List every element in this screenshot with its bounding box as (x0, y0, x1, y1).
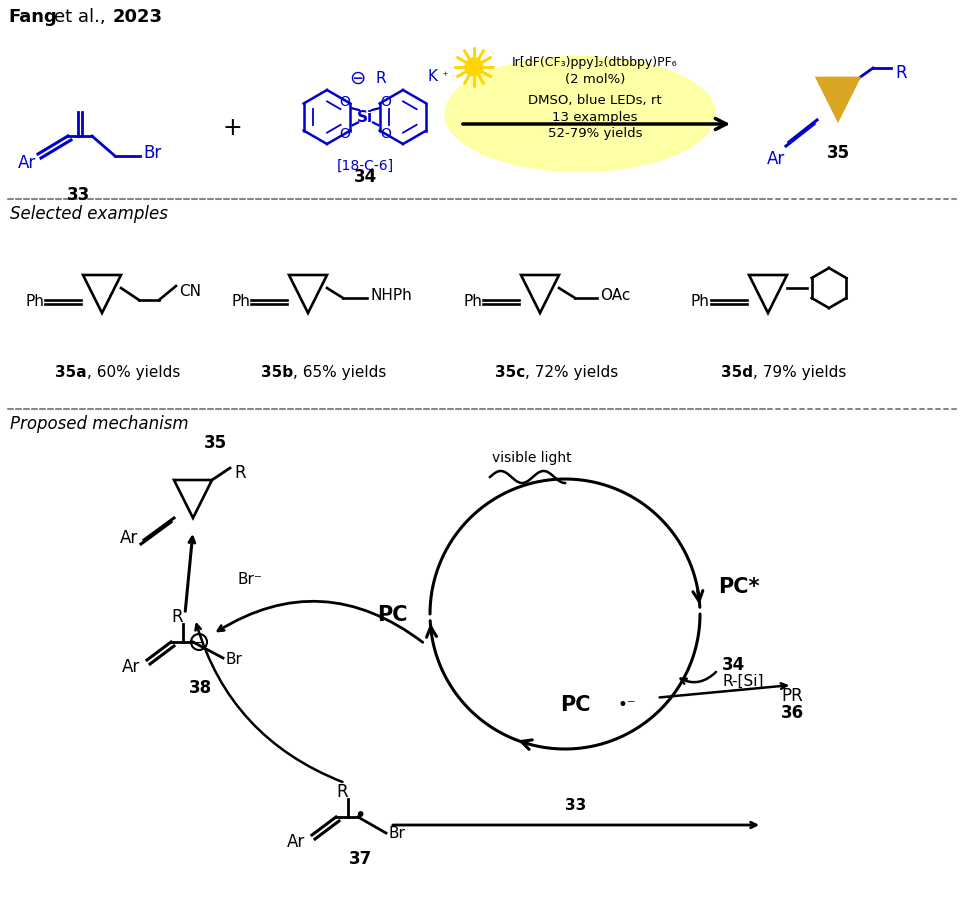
Text: CN: CN (179, 283, 201, 298)
Text: Ar: Ar (120, 528, 139, 547)
Text: Ar: Ar (18, 154, 37, 172)
Text: ⊖: ⊖ (349, 68, 365, 87)
Text: 13 examples: 13 examples (552, 110, 638, 123)
Text: Ph: Ph (691, 293, 710, 308)
Text: (2 mol%): (2 mol%) (565, 72, 625, 86)
Text: 37: 37 (349, 849, 372, 867)
Text: Ar: Ar (767, 149, 785, 168)
Text: O: O (340, 95, 351, 109)
Text: R: R (375, 70, 385, 86)
Text: +: + (222, 116, 242, 140)
Text: NHPh: NHPh (370, 287, 412, 302)
Text: Proposed mechanism: Proposed mechanism (10, 415, 189, 433)
Text: 34: 34 (722, 655, 745, 673)
Text: et al.,: et al., (54, 8, 112, 26)
Polygon shape (817, 79, 859, 121)
Text: , 65% yields: , 65% yields (293, 364, 386, 379)
Text: 36: 36 (780, 703, 803, 722)
Text: Br: Br (143, 144, 161, 162)
Text: Si: Si (357, 109, 373, 125)
Text: R-[Si]: R-[Si] (722, 672, 764, 688)
Text: R: R (171, 608, 183, 625)
Text: R: R (336, 783, 348, 800)
Text: 34: 34 (353, 168, 377, 186)
Text: Selected examples: Selected examples (10, 205, 168, 223)
Text: Ph: Ph (463, 293, 482, 308)
Text: , 60% yields: , 60% yields (87, 364, 180, 379)
Text: Br: Br (225, 650, 242, 666)
Text: •⁻: •⁻ (617, 695, 636, 713)
Text: DMSO, blue LEDs, rt: DMSO, blue LEDs, rt (528, 94, 662, 107)
Ellipse shape (445, 57, 715, 172)
Text: ṖR: ṖR (781, 686, 803, 704)
Text: 2023: 2023 (113, 8, 163, 26)
Text: Ph: Ph (231, 293, 249, 308)
Text: 35: 35 (826, 144, 849, 162)
Text: 38: 38 (189, 679, 212, 696)
Text: Ir[dF(CF₃)ppy]₂(dtbbpy)PF₆: Ir[dF(CF₃)ppy]₂(dtbbpy)PF₆ (512, 56, 678, 68)
Text: ⁺: ⁺ (441, 69, 448, 82)
Text: 52-79% yields: 52-79% yields (548, 127, 642, 139)
Text: Ar: Ar (287, 832, 305, 850)
Text: Ph: Ph (25, 293, 44, 308)
Text: K: K (427, 68, 437, 84)
Text: 33: 33 (66, 186, 90, 204)
Text: O: O (380, 95, 391, 109)
Text: 35c: 35c (495, 364, 525, 379)
Text: visible light: visible light (492, 451, 572, 465)
Text: Br: Br (388, 825, 404, 841)
Text: 35b: 35b (261, 364, 293, 379)
Text: PC*: PC* (718, 577, 760, 597)
Text: R: R (234, 464, 246, 482)
Text: , 79% yields: , 79% yields (753, 364, 846, 379)
Text: Ar: Ar (122, 657, 141, 675)
Text: , 72% yields: , 72% yields (525, 364, 618, 379)
Circle shape (465, 59, 483, 77)
Text: O: O (340, 127, 351, 141)
Text: R: R (895, 64, 906, 82)
Text: Fang: Fang (8, 8, 57, 26)
Text: •: • (354, 805, 366, 824)
Text: OAc: OAc (600, 287, 631, 302)
Text: Br⁻: Br⁻ (237, 572, 262, 587)
Text: 35d: 35d (721, 364, 753, 379)
Text: 35: 35 (203, 434, 226, 452)
Text: 33: 33 (565, 797, 586, 812)
Text: 35a: 35a (56, 364, 87, 379)
Text: PC: PC (377, 604, 408, 624)
Text: −: − (194, 636, 204, 649)
Text: [18-C-6]: [18-C-6] (336, 159, 394, 173)
Text: PC: PC (560, 694, 590, 714)
Text: O: O (380, 127, 391, 141)
